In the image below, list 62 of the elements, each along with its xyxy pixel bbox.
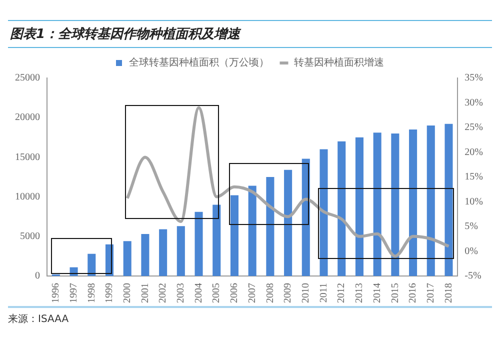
bar (194, 212, 203, 276)
x-tick-label: 1998 (86, 283, 98, 303)
x-tick-label: 2004 (193, 283, 204, 303)
bar (284, 170, 292, 276)
y2-tick-label: 30% (464, 97, 484, 108)
x-tick-label: 2005 (211, 283, 222, 303)
bar (409, 129, 418, 276)
y-tick-label: 10000 (15, 191, 40, 202)
source-note: 来源：ISAAA (8, 312, 70, 326)
bar (230, 195, 238, 276)
bar (123, 241, 132, 276)
bar (248, 186, 256, 276)
y-tick-label: 25000 (15, 72, 40, 84)
bar (355, 137, 364, 276)
legend-label: 全球转基因种植面积（万公顷） (129, 56, 269, 69)
line-series (126, 106, 450, 258)
x-tick-label: 2007 (246, 283, 258, 303)
y2-tick-label: -5% (464, 270, 482, 282)
bar (444, 124, 453, 276)
x-tick-label: 2017 (426, 283, 437, 303)
x-tick-label: 2011 (318, 283, 330, 303)
y2-tick-label: 10% (464, 196, 484, 208)
x-tick-label: 2006 (229, 283, 240, 303)
x-tick-label: 1999 (104, 283, 116, 303)
x-tick-label: 2001 (140, 283, 151, 303)
x-tick-label: 2008 (264, 283, 276, 303)
bar (176, 226, 185, 276)
bar (159, 229, 168, 276)
y2-tick-label: 15% (464, 172, 484, 183)
bar (426, 126, 435, 276)
x-tick-label: 2012 (336, 283, 348, 303)
y2-tick-label: 20% (464, 146, 484, 158)
x-tick-label: 2013 (354, 283, 366, 303)
x-tick-label: 2003 (176, 283, 187, 303)
bar (141, 234, 150, 276)
x-tick-label: 1996 (50, 283, 62, 303)
bar (338, 141, 346, 276)
x-tick-label: 2009 (282, 283, 294, 303)
bar (320, 149, 328, 276)
y2-tick-label: 5% (464, 221, 478, 232)
x-tick-label: 1997 (68, 283, 80, 303)
x-tick-label: 2002 (158, 283, 169, 303)
legend-label: 转基因种植面积增速 (294, 56, 384, 69)
y-tick-label: 0 (35, 270, 40, 282)
y-tick-label: 5000 (20, 231, 40, 242)
chart-title: 图表1：全球转基因作物种植面积及增速 (8, 20, 492, 48)
x-tick-label: 2018 (443, 283, 454, 303)
y2-tick-label: 0% (464, 246, 478, 257)
bar (212, 204, 221, 276)
y2-tick-label: 35% (464, 72, 484, 84)
bar (373, 132, 382, 276)
bar (391, 133, 400, 276)
x-tick-label: 2010 (300, 283, 312, 303)
x-tick-label: 2014 (372, 283, 383, 303)
y2-tick-label: 25% (464, 122, 484, 134)
y-tick-label: 20000 (15, 112, 40, 124)
x-tick-label: 2015 (390, 283, 401, 303)
bar (266, 177, 274, 276)
y-tick-label: 15000 (15, 152, 40, 163)
x-tick-label: 2000 (122, 283, 133, 303)
bar (88, 254, 96, 276)
x-tick-label: 2016 (408, 283, 419, 303)
